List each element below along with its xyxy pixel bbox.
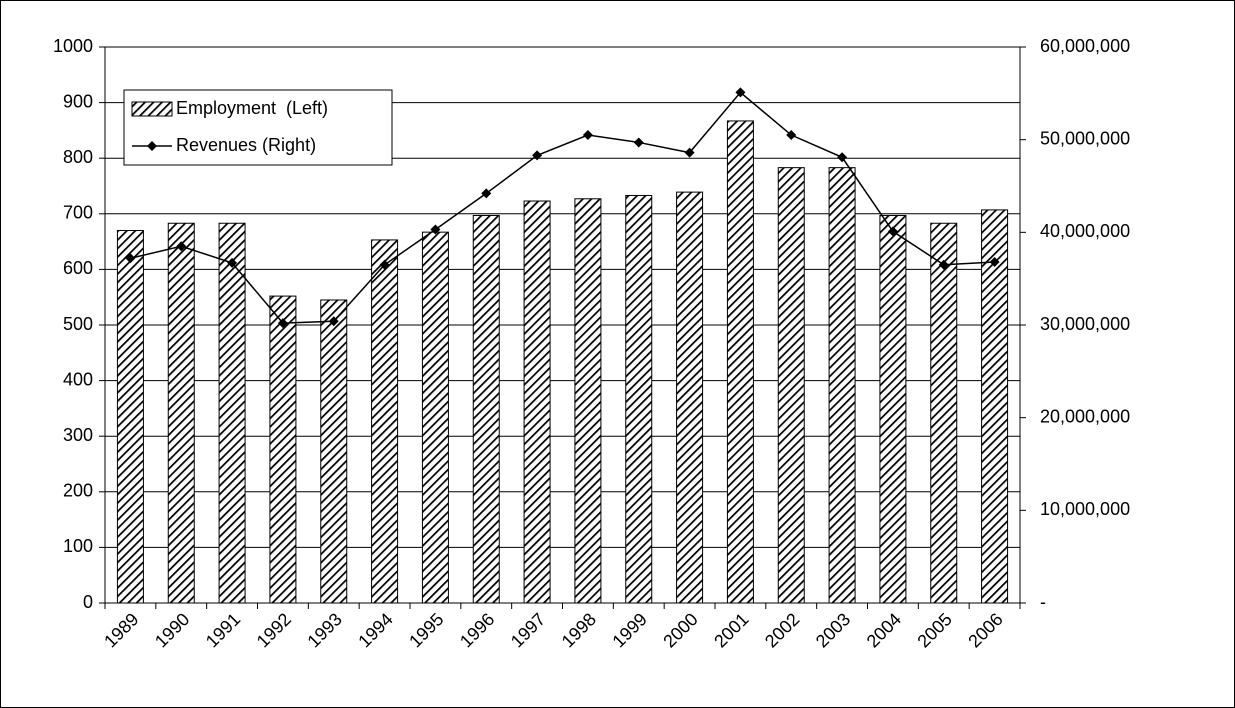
y2-tick-label: 30,000,000 <box>1040 314 1130 334</box>
marker <box>481 188 492 199</box>
bar <box>269 295 297 604</box>
y-tick-label: 700 <box>63 203 93 223</box>
legend-swatch <box>131 101 173 117</box>
y-tick-label: 400 <box>63 369 93 389</box>
y2-tick-label: 10,000,000 <box>1040 499 1130 519</box>
y2-tick-label: - <box>1040 592 1046 612</box>
marker <box>227 257 238 268</box>
marker <box>379 259 390 270</box>
marker <box>938 259 949 270</box>
marker <box>328 316 339 327</box>
y-tick-label: 1000 <box>53 36 93 56</box>
marker <box>887 226 898 237</box>
bar <box>625 194 653 604</box>
marker <box>786 130 797 141</box>
marker <box>735 87 746 98</box>
bar <box>777 167 805 604</box>
bar <box>472 214 500 604</box>
y-tick-label: 800 <box>63 147 93 167</box>
bar <box>167 222 195 604</box>
y2-tick-label: 50,000,000 <box>1040 128 1130 148</box>
bar <box>574 198 602 604</box>
marker <box>989 256 1000 267</box>
legend-label: Revenues (Right) <box>176 135 316 155</box>
marker <box>633 137 644 148</box>
y-tick-label: 500 <box>63 314 93 334</box>
y-tick-label: 0 <box>83 592 93 612</box>
bar <box>726 120 754 604</box>
bar <box>116 229 144 604</box>
bar <box>676 191 704 604</box>
marker <box>684 147 695 158</box>
bar <box>981 209 1009 604</box>
y-tick-label: 900 <box>63 91 93 111</box>
bar <box>523 200 551 604</box>
marker <box>277 318 288 329</box>
bar <box>320 299 348 604</box>
marker <box>582 130 593 141</box>
bar <box>879 214 907 604</box>
marker <box>430 224 441 235</box>
marker <box>532 150 543 161</box>
y-tick-label: 600 <box>63 258 93 278</box>
marker <box>837 152 848 163</box>
bar <box>828 167 856 604</box>
y-tick-label: 200 <box>63 481 93 501</box>
y-tick-label: 100 <box>63 536 93 556</box>
bar <box>218 222 246 604</box>
y2-tick-label: 40,000,000 <box>1040 221 1130 241</box>
bar <box>421 231 449 604</box>
line <box>130 91 995 324</box>
marker <box>176 241 187 252</box>
marker <box>125 253 136 264</box>
y2-tick-label: 20,000,000 <box>1040 406 1130 426</box>
bar <box>371 239 399 604</box>
y2-tick-label: 60,000,000 <box>1040 36 1130 56</box>
bar <box>930 222 958 604</box>
y-tick-label: 300 <box>63 425 93 445</box>
legend-marker <box>147 141 157 151</box>
legend-label: Employment (Left) <box>176 98 328 118</box>
